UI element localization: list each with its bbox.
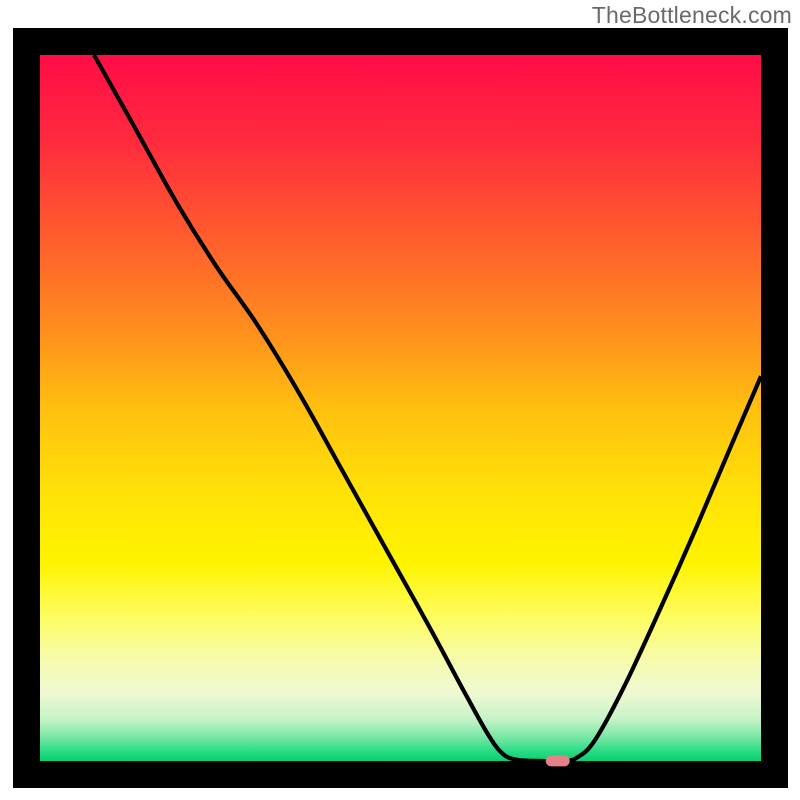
watermark-text: TheBottleneck.com <box>592 2 792 29</box>
chart-stage: TheBottleneck.com <box>0 0 800 800</box>
gradient-background <box>40 55 761 761</box>
chart-frame <box>13 28 788 788</box>
optimal-marker <box>545 755 570 766</box>
